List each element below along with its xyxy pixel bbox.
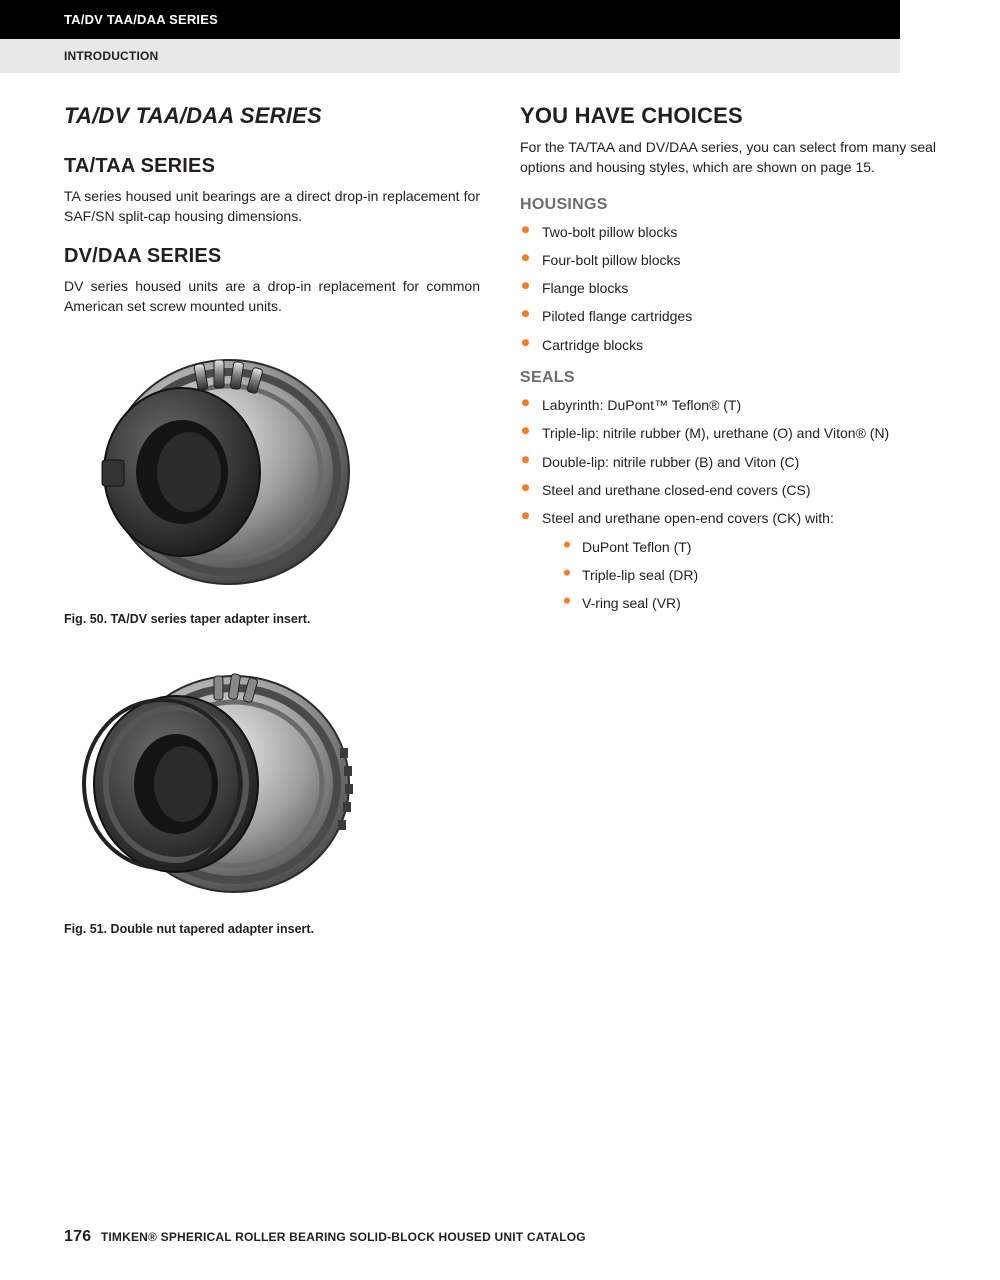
left-column: TA/DV TAA/DAA SERIES TA/TAA SERIES TA se… bbox=[64, 103, 480, 948]
right-column: YOU HAVE CHOICES For the TA/TAA and DV/D… bbox=[520, 103, 936, 948]
choices-heading: YOU HAVE CHOICES bbox=[520, 103, 936, 129]
list-item: Steel and urethane closed-end covers (CS… bbox=[520, 480, 936, 500]
ta-taa-body: TA series housed unit bearings are a dir… bbox=[64, 186, 480, 227]
list-item: DuPont Teflon (T) bbox=[564, 537, 936, 557]
housings-heading: HOUSINGS bbox=[520, 196, 936, 214]
list-item: Double-lip: nitrile rubber (B) and Viton… bbox=[520, 452, 936, 472]
choices-body: For the TA/TAA and DV/DAA series, you ca… bbox=[520, 137, 936, 178]
list-item: Four-bolt pillow blocks bbox=[520, 250, 936, 270]
list-item: Piloted flange cartridges bbox=[520, 306, 936, 326]
bearing-insert-image-2 bbox=[64, 652, 354, 912]
seals-list: Labyrinth: DuPont™ Teflon® (T) Triple-li… bbox=[520, 395, 936, 613]
page-number: 176 bbox=[64, 1228, 91, 1245]
list-item: Triple-lip: nitrile rubber (M), urethane… bbox=[520, 423, 936, 443]
figure-50: Fig. 50. TA/DV series taper adapter inse… bbox=[64, 342, 480, 626]
bearing-insert-image bbox=[64, 342, 354, 602]
list-item: V-ring seal (VR) bbox=[564, 593, 936, 613]
seals-sub-list: DuPont Teflon (T) Triple-lip seal (DR) V… bbox=[542, 537, 936, 614]
list-item: Two-bolt pillow blocks bbox=[520, 222, 936, 242]
list-item: Triple-lip seal (DR) bbox=[564, 565, 936, 585]
seals-heading: SEALS bbox=[520, 369, 936, 387]
list-item: Cartridge blocks bbox=[520, 335, 936, 355]
header-grey-bar: INTRODUCTION bbox=[0, 39, 900, 73]
page-footer: 176 TIMKEN® SPHERICAL ROLLER BEARING SOL… bbox=[64, 1228, 586, 1246]
figure-51: Fig. 51. Double nut tapered adapter inse… bbox=[64, 652, 480, 936]
dv-daa-body: DV series housed units are a drop-in rep… bbox=[64, 276, 480, 317]
housings-list: Two-bolt pillow blocks Four-bolt pillow … bbox=[520, 222, 936, 355]
header-black-bar: TA/DV TAA/DAA SERIES bbox=[0, 0, 900, 39]
list-item: Flange blocks bbox=[520, 278, 936, 298]
dv-daa-heading: DV/DAA SERIES bbox=[64, 245, 480, 268]
catalog-line: TIMKEN® SPHERICAL ROLLER BEARING SOLID-B… bbox=[101, 1230, 586, 1244]
ta-taa-heading: TA/TAA SERIES bbox=[64, 155, 480, 178]
content-two-column: TA/DV TAA/DAA SERIES TA/TAA SERIES TA se… bbox=[0, 73, 1000, 948]
list-item-label: Steel and urethane open-end covers (CK) … bbox=[542, 510, 834, 526]
figure-50-caption: Fig. 50. TA/DV series taper adapter inse… bbox=[64, 612, 480, 626]
figure-51-caption: Fig. 51. Double nut tapered adapter inse… bbox=[64, 922, 480, 936]
list-item: Steel and urethane open-end covers (CK) … bbox=[520, 508, 936, 613]
series-title: TA/DV TAA/DAA SERIES bbox=[64, 103, 480, 129]
list-item: Labyrinth: DuPont™ Teflon® (T) bbox=[520, 395, 936, 415]
